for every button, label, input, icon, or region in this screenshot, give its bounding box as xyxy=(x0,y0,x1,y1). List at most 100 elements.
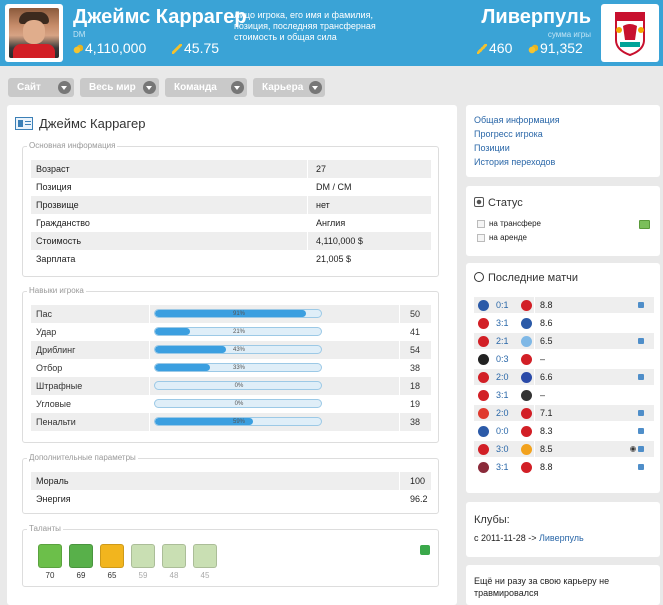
match-rating: 8.6 xyxy=(540,318,553,328)
shirt-icon xyxy=(193,544,217,568)
player-avatar[interactable] xyxy=(5,4,63,62)
info-row: Возраст 27 xyxy=(31,160,431,178)
clock-icon xyxy=(474,272,484,282)
match-rating: 6.5 xyxy=(540,336,553,346)
match-rating: 6.6 xyxy=(540,372,553,382)
match-score[interactable]: 0:3 xyxy=(496,354,509,364)
link-transfer-history[interactable]: История переходов xyxy=(474,157,556,167)
menu-world-button[interactable]: Весь мир xyxy=(80,78,159,97)
match-card-icon xyxy=(638,464,644,470)
home-team-icon xyxy=(478,372,489,383)
club-crest[interactable] xyxy=(601,4,659,62)
chevron-down-icon xyxy=(309,81,322,94)
status-title: Статус xyxy=(474,197,523,209)
skill-bar: 59% xyxy=(154,417,322,426)
section-legend: Дополнительные параметры xyxy=(27,453,138,462)
status-panel: Статус на трансфере на аренде xyxy=(466,186,660,256)
home-team-icon xyxy=(478,318,489,329)
club-value: 91,352 xyxy=(528,40,583,56)
param-row: Энергия 96.2 xyxy=(31,490,431,508)
away-team-icon xyxy=(521,390,532,401)
link-progress[interactable]: Прогресс игрока xyxy=(474,129,543,139)
section-legend: Навыки игрока xyxy=(27,286,86,295)
info-row: Прозвище нет xyxy=(31,196,431,214)
skill-row: Угловые 0% 19 xyxy=(31,395,431,413)
club-history-link[interactable]: Ливерпуль xyxy=(538,533,584,543)
params-section: Дополнительные параметры Мораль 100 Энерг… xyxy=(22,453,439,514)
talent-item[interactable]: 59 xyxy=(130,544,156,580)
matches-title: Последние матчи xyxy=(474,272,578,284)
top-menu: Сайт Весь мир Команда Карьера xyxy=(0,74,663,98)
link-positions[interactable]: Позиции xyxy=(474,143,510,153)
talent-item[interactable]: 45 xyxy=(192,544,218,580)
match-rating: 8.8 xyxy=(540,462,553,472)
skill-bar: 43% xyxy=(154,345,322,354)
share-icon[interactable] xyxy=(420,545,430,555)
match-row[interactable]: 0:3 – xyxy=(474,351,654,367)
club-history-entry: с 2011-11-28 -> Ливерпуль xyxy=(474,533,584,543)
match-score[interactable]: 0:1 xyxy=(496,300,509,310)
skill-bar: 91% xyxy=(154,309,322,318)
match-row[interactable]: 3:1 8.8 xyxy=(474,459,654,475)
chevron-down-icon xyxy=(143,81,156,94)
match-row[interactable]: 0:1 8.8 xyxy=(474,297,654,313)
match-score[interactable]: 3:1 xyxy=(496,462,509,472)
match-score[interactable]: 2:1 xyxy=(496,336,509,346)
match-row[interactable]: 3:0 8.5 xyxy=(474,441,654,457)
section-legend: Таланты xyxy=(27,524,63,533)
menu-site-button[interactable]: Сайт xyxy=(8,78,74,97)
talent-item[interactable]: 65 xyxy=(99,544,125,580)
info-row: Зарплата 21,005 $ xyxy=(31,250,431,268)
transfer-checkbox[interactable] xyxy=(477,220,485,228)
link-general-info[interactable]: Общая информация xyxy=(474,115,560,125)
talent-item[interactable]: 70 xyxy=(37,544,63,580)
status-icon xyxy=(474,197,484,207)
money-status-icon[interactable] xyxy=(639,220,650,229)
money-icon xyxy=(528,44,538,54)
match-score[interactable]: 3:1 xyxy=(496,318,509,328)
injury-panel: Ещё ни разу за свою карьеру не травмиров… xyxy=(466,565,660,605)
menu-career-button[interactable]: Карьера xyxy=(253,78,325,97)
header: Джеймс Каррагер DM 4,110,000 45.75 Лицо … xyxy=(0,0,663,66)
player-name: Джеймс Каррагер xyxy=(73,6,247,28)
match-card-icon xyxy=(638,302,644,308)
match-score[interactable]: 2:0 xyxy=(496,372,509,382)
away-team-icon xyxy=(521,444,532,455)
match-row[interactable]: 0:0 8.3 xyxy=(474,423,654,439)
match-score[interactable]: 3:0 xyxy=(496,444,509,454)
match-rating: 8.5 xyxy=(540,444,553,454)
match-rating: – xyxy=(540,390,546,400)
match-rating: – xyxy=(540,354,546,364)
chevron-down-icon xyxy=(58,81,71,94)
home-team-icon xyxy=(478,426,489,437)
menu-team-button[interactable]: Команда xyxy=(165,78,247,97)
club-name[interactable]: Ливерпуль xyxy=(481,6,591,28)
match-row[interactable]: 2:1 6.5 xyxy=(474,333,654,349)
away-team-icon xyxy=(521,408,532,419)
match-row[interactable]: 2:0 6.6 xyxy=(474,369,654,385)
skill-row: Отбор 33% 38 xyxy=(31,359,431,377)
match-row[interactable]: 3:1 – xyxy=(474,387,654,403)
loan-checkbox[interactable] xyxy=(477,234,485,242)
talents-section: Таланты 70 69 65 59 48 45 xyxy=(22,524,439,587)
match-row[interactable]: 3:1 8.6 xyxy=(474,315,654,331)
goal-icon xyxy=(630,446,636,452)
talent-item[interactable]: 69 xyxy=(68,544,94,580)
match-rating: 8.3 xyxy=(540,426,553,436)
param-row: Мораль 100 xyxy=(31,472,431,490)
injury-text: Ещё ни разу за свою карьеру не травмиров… xyxy=(474,576,610,598)
clubs-title: Клубы: xyxy=(474,514,510,526)
match-score[interactable]: 0:0 xyxy=(496,426,509,436)
home-team-icon xyxy=(478,444,489,455)
match-score[interactable]: 2:0 xyxy=(496,408,509,418)
match-row[interactable]: 2:0 7.1 xyxy=(474,405,654,421)
player-photo xyxy=(9,8,59,58)
player-links-panel: Общая информация Прогресс игрока Позиции… xyxy=(466,105,660,177)
header-description: Лицо игрока, его имя и фамилия, позиция,… xyxy=(234,10,376,42)
boots-icon xyxy=(100,544,124,568)
away-team-icon xyxy=(521,318,532,329)
player-value: 4,110,000 xyxy=(73,40,146,56)
match-score[interactable]: 3:1 xyxy=(496,390,509,400)
talent-item[interactable]: 48 xyxy=(161,544,187,580)
match-rating: 7.1 xyxy=(540,408,553,418)
